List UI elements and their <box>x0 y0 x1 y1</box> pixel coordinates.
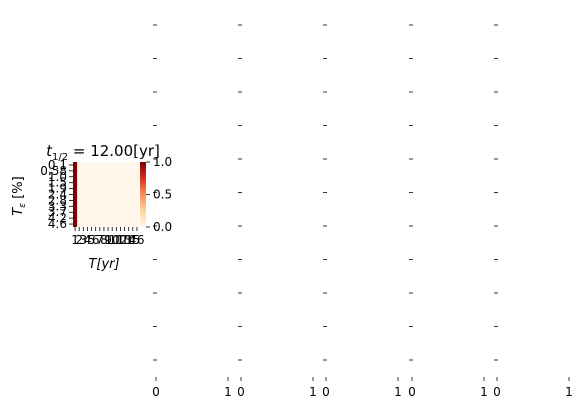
empty-panel-x-tick-label: 1 <box>480 385 488 399</box>
empty-panel-x-tick-label: 0 <box>237 385 245 399</box>
y-tick-label: 0.1 <box>48 158 67 172</box>
x-tick-label: 6 <box>92 233 100 247</box>
empty-panel-x-tick-label: 0 <box>408 385 416 399</box>
empty-panel-x-tick-label: 0 <box>322 385 330 399</box>
x-tick-label: 8 <box>100 233 108 247</box>
y-axis-label: Tε [%] <box>11 176 28 215</box>
heatmap-cell-column <box>130 162 136 227</box>
heatmap-cells <box>73 162 140 227</box>
colorbar-tick-label: 1.0 <box>153 155 172 169</box>
y-tick-label: 1.9 <box>48 182 67 196</box>
x-tick-label: 12 <box>113 233 128 247</box>
heatmap-cell-column <box>73 162 78 227</box>
colorbar-ticks: 0.0 0.5 1.0 <box>146 155 172 234</box>
x-tick-label: 13 <box>117 233 132 247</box>
heatmap-panel: t1/2 = 12.00[yr] 12345678910111213141516… <box>11 142 172 272</box>
x-tick-label: 4 <box>84 233 92 247</box>
colorbar: 0.0 0.5 1.0 <box>140 155 172 234</box>
empty-panel-x-tick-label: 1 <box>224 385 232 399</box>
heatmap-cell-column <box>122 162 127 227</box>
heatmap-y-ticks: 0.10.581.01.51.92.42.83.33.74.24.6 <box>40 158 73 231</box>
empty-panel-x-tick-label: 1 <box>309 385 317 399</box>
colorbar-tick-label: 0.5 <box>153 188 172 202</box>
heatmap-cell-column <box>85 162 90 227</box>
x-axis-label: T[yr] <box>88 257 119 272</box>
heatmap-cell-column <box>106 162 111 227</box>
heatmap-cell-column <box>101 162 107 227</box>
x-tick-label: 14 <box>121 233 136 247</box>
y-tick-label: 1.0 <box>48 170 67 184</box>
y-tick-label: 4.2 <box>48 211 67 225</box>
x-tick-label: 10 <box>105 233 120 247</box>
heatmap-cell-column <box>114 162 119 227</box>
x-tick-label: 11 <box>109 233 124 247</box>
heatmap-cell-column <box>126 162 132 227</box>
x-tick-label: 2 <box>75 233 83 247</box>
x-tick-label: 1 <box>71 233 79 247</box>
heatmap-cell-column <box>77 162 82 227</box>
empty-panel-x-tick-label: 1 <box>565 385 573 399</box>
x-tick-label: 7 <box>96 233 104 247</box>
y-tick-label: 2.8 <box>48 193 67 207</box>
empty-panel-x-tick-label: 0 <box>152 385 160 399</box>
empty-panel-x-tick-label: 1 <box>394 385 402 399</box>
y-tick-label: 1.5 <box>48 176 67 190</box>
heatmap-cell-column <box>97 162 103 227</box>
y-tick-label: 3.7 <box>48 205 67 219</box>
heatmap-cell-column <box>89 162 94 227</box>
heatmap-cell-column <box>93 162 99 227</box>
colorbar-tick-label: 0.0 <box>153 220 172 234</box>
heatmap-cell-column <box>81 162 86 227</box>
colorbar-gradient <box>140 162 146 227</box>
y-tick-label: 2.4 <box>48 188 67 202</box>
x-tick-label: 16 <box>129 233 144 247</box>
x-tick-label: 15 <box>125 233 140 247</box>
y-tick-label: 4.6 <box>48 217 67 231</box>
panel-title: t1/2 = 12.00[yr] <box>46 142 160 163</box>
y-tick-label: 0.58 <box>40 164 67 178</box>
x-tick-label: 9 <box>104 233 112 247</box>
x-tick-label: 5 <box>88 233 96 247</box>
heatmap-cell-column <box>110 162 115 227</box>
heatmap-cell-column <box>118 162 123 227</box>
empty-panel-x-tick-label: 0 <box>493 385 501 399</box>
heatmap-cell-column <box>134 162 140 227</box>
x-tick-label: 3 <box>79 233 87 247</box>
y-tick-label: 3.3 <box>48 199 67 213</box>
